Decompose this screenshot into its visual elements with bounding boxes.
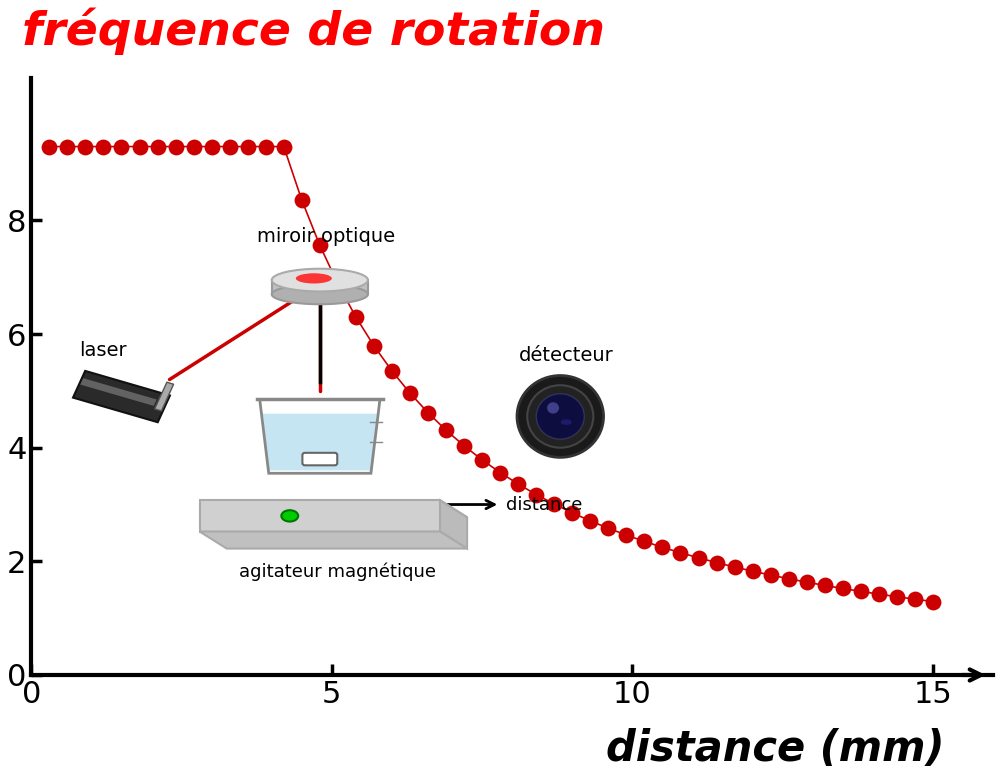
Point — [240, 141, 256, 153]
Point — [222, 141, 238, 153]
Ellipse shape — [281, 510, 298, 521]
FancyBboxPatch shape — [302, 453, 337, 465]
Polygon shape — [200, 500, 467, 517]
Ellipse shape — [272, 269, 368, 291]
Circle shape — [527, 385, 593, 448]
Point — [817, 579, 833, 591]
Point — [781, 573, 797, 585]
Point — [672, 546, 688, 559]
Point — [330, 277, 346, 290]
Point — [546, 498, 562, 510]
Point — [168, 141, 184, 153]
Point — [871, 588, 887, 601]
Point — [420, 406, 436, 419]
Point — [113, 141, 129, 153]
Point — [618, 529, 634, 542]
Point — [889, 591, 905, 603]
Point — [510, 478, 526, 490]
Point — [258, 141, 274, 153]
Point — [763, 569, 779, 581]
Ellipse shape — [296, 274, 332, 284]
Point — [276, 141, 292, 153]
Circle shape — [517, 375, 604, 458]
Point — [312, 239, 328, 252]
Circle shape — [547, 402, 559, 413]
Polygon shape — [73, 371, 170, 422]
Point — [799, 576, 815, 588]
Polygon shape — [200, 500, 440, 531]
Point — [907, 593, 923, 605]
Point — [600, 522, 616, 535]
Polygon shape — [200, 531, 467, 549]
Point — [727, 561, 743, 573]
Point — [204, 141, 220, 153]
Point — [95, 141, 111, 153]
Point — [186, 141, 202, 153]
Text: fréquence de rotation: fréquence de rotation — [22, 7, 605, 54]
Text: distance (mm): distance (mm) — [606, 728, 945, 770]
Polygon shape — [155, 382, 174, 411]
Point — [77, 141, 93, 153]
Point — [709, 556, 725, 569]
Point — [654, 541, 670, 553]
Point — [402, 387, 418, 399]
Point — [853, 585, 869, 598]
Ellipse shape — [272, 284, 368, 305]
Text: laser: laser — [80, 340, 127, 360]
Point — [582, 514, 598, 527]
Point — [456, 440, 472, 452]
Text: distance: distance — [506, 496, 583, 514]
Point — [564, 507, 580, 519]
Point — [348, 311, 364, 323]
Point — [835, 582, 851, 594]
Point — [925, 595, 941, 608]
Circle shape — [536, 394, 584, 439]
Point — [366, 340, 382, 352]
Point — [636, 535, 652, 548]
Point — [294, 194, 310, 207]
Point — [384, 364, 400, 377]
Point — [59, 141, 75, 153]
Polygon shape — [440, 500, 467, 549]
Polygon shape — [272, 280, 368, 294]
Point — [438, 424, 454, 437]
Point — [528, 488, 544, 500]
Point — [41, 141, 57, 153]
Polygon shape — [80, 378, 157, 406]
Point — [150, 141, 166, 153]
Text: miroir optique: miroir optique — [257, 227, 395, 246]
Polygon shape — [263, 413, 377, 470]
Point — [745, 565, 761, 577]
Point — [474, 454, 490, 466]
Text: agitateur magnétique: agitateur magnétique — [239, 563, 436, 581]
Text: détecteur: détecteur — [519, 347, 614, 365]
Point — [691, 552, 707, 564]
Point — [492, 466, 508, 479]
Point — [132, 141, 148, 153]
Ellipse shape — [561, 420, 572, 425]
